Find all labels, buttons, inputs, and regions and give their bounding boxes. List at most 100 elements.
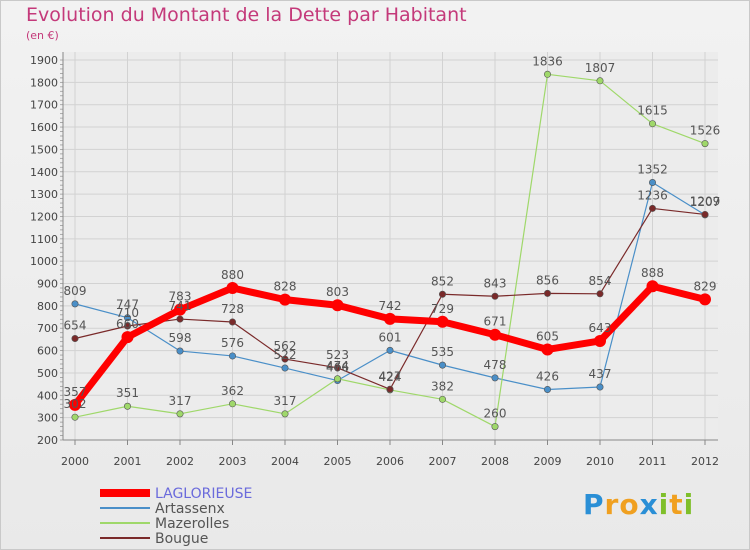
data-point-laglorieuse bbox=[174, 303, 186, 316]
logo-letter: x bbox=[639, 488, 659, 521]
data-point-mazerolles bbox=[491, 423, 499, 431]
data-label-mazerolles: 474 bbox=[326, 359, 349, 373]
data-label-artassenx: 478 bbox=[484, 358, 507, 372]
data-label-bougue: 1209 bbox=[690, 194, 721, 208]
data-point-bougue bbox=[596, 290, 604, 298]
chart-title: Evolution du Montant de la Dette par Hab… bbox=[26, 4, 467, 26]
data-label-bougue: 856 bbox=[536, 273, 559, 287]
y-tick-label: 300 bbox=[37, 412, 58, 425]
data-label-laglorieuse: 660 bbox=[116, 317, 139, 331]
x-tick-label: 2010 bbox=[586, 455, 614, 468]
data-label-laglorieuse: 671 bbox=[484, 315, 507, 329]
data-label-mazerolles: 424 bbox=[379, 370, 402, 384]
data-point-laglorieuse bbox=[226, 282, 239, 294]
x-tick-label: 2012 bbox=[691, 455, 719, 468]
proxiti-logo: Proxiti bbox=[583, 488, 694, 521]
data-point-mazerolles bbox=[543, 70, 551, 78]
data-point-artassenx bbox=[281, 364, 289, 372]
data-point-artassenx bbox=[648, 178, 656, 186]
y-tick-label: 1200 bbox=[30, 210, 58, 223]
data-point-artassenx bbox=[386, 346, 394, 354]
data-label-bougue: 427 bbox=[379, 369, 402, 383]
y-tick-label: 900 bbox=[37, 278, 58, 291]
data-point-laglorieuse bbox=[121, 331, 134, 344]
data-point-mazerolles bbox=[438, 395, 446, 403]
data-label-laglorieuse: 828 bbox=[274, 280, 297, 294]
x-tick-label: 2008 bbox=[481, 455, 509, 468]
data-label-laglorieuse: 888 bbox=[641, 266, 664, 280]
data-point-bougue bbox=[176, 315, 184, 323]
y-tick-label: 1600 bbox=[30, 121, 58, 134]
data-point-artassenx bbox=[596, 383, 604, 391]
logo-letter: P bbox=[583, 488, 605, 521]
data-label-bougue: 843 bbox=[484, 276, 507, 290]
x-tick-label: 2000 bbox=[61, 455, 89, 468]
data-point-artassenx bbox=[543, 385, 551, 393]
data-label-artassenx: 522 bbox=[274, 348, 297, 362]
data-label-laglorieuse: 742 bbox=[379, 299, 402, 313]
data-label-bougue: 728 bbox=[221, 302, 244, 316]
data-point-laglorieuse bbox=[541, 343, 554, 356]
data-point-laglorieuse bbox=[699, 293, 711, 306]
data-label-artassenx: 1207 bbox=[690, 195, 721, 209]
data-point-laglorieuse bbox=[594, 334, 606, 347]
data-point-artassenx bbox=[438, 361, 446, 369]
data-point-bougue bbox=[491, 292, 499, 300]
data-point-laglorieuse bbox=[489, 328, 501, 341]
y-tick-label: 1400 bbox=[30, 166, 58, 179]
x-tick-label: 2007 bbox=[429, 455, 457, 468]
x-tick-label: 2009 bbox=[534, 455, 562, 468]
y-tick-label: 1100 bbox=[30, 233, 58, 246]
data-point-laglorieuse bbox=[436, 315, 449, 328]
data-label-mazerolles: 362 bbox=[221, 384, 244, 398]
logo-letter: t bbox=[669, 488, 684, 521]
data-label-artassenx: 1352 bbox=[637, 162, 668, 176]
x-tick-label: 2001 bbox=[114, 455, 142, 468]
logo-letter: o bbox=[619, 488, 640, 521]
data-label-laglorieuse: 783 bbox=[169, 290, 192, 304]
x-tick-label: 2004 bbox=[271, 455, 299, 468]
data-label-artassenx: 598 bbox=[169, 331, 192, 345]
data-point-mazerolles bbox=[701, 140, 709, 148]
data-point-laglorieuse bbox=[69, 398, 81, 411]
data-label-laglorieuse: 357 bbox=[64, 385, 87, 399]
data-label-artassenx: 576 bbox=[221, 336, 244, 350]
data-label-artassenx: 426 bbox=[536, 369, 559, 383]
data-label-mazerolles: 382 bbox=[431, 379, 454, 393]
data-label-bougue: 852 bbox=[431, 274, 454, 288]
data-point-artassenx bbox=[491, 374, 499, 382]
y-tick-label: 700 bbox=[37, 322, 58, 335]
data-label-artassenx: 535 bbox=[431, 345, 454, 359]
data-point-bougue bbox=[229, 318, 237, 326]
data-point-artassenx bbox=[71, 300, 79, 308]
data-point-artassenx bbox=[124, 314, 132, 322]
data-point-mazerolles bbox=[229, 400, 237, 408]
data-point-laglorieuse bbox=[384, 312, 396, 325]
data-point-bougue bbox=[124, 322, 132, 330]
data-point-bougue bbox=[543, 289, 551, 297]
data-label-bougue: 854 bbox=[589, 274, 612, 288]
data-label-laglorieuse: 729 bbox=[431, 302, 454, 316]
y-tick-label: 500 bbox=[37, 367, 58, 380]
data-point-mazerolles bbox=[281, 410, 289, 418]
logo-letter: i bbox=[683, 488, 695, 521]
x-tick-label: 2006 bbox=[376, 455, 404, 468]
x-tick-label: 2011 bbox=[639, 455, 667, 468]
data-point-artassenx bbox=[176, 347, 184, 355]
data-label-bougue: 654 bbox=[64, 319, 87, 333]
data-point-mazerolles bbox=[124, 402, 132, 410]
data-point-mazerolles bbox=[71, 413, 79, 421]
data-label-mazerolles: 351 bbox=[116, 386, 139, 400]
chart-subtitle: (en €) bbox=[26, 29, 59, 42]
data-point-bougue bbox=[386, 385, 394, 393]
data-point-bougue bbox=[281, 355, 289, 363]
y-tick-label: 800 bbox=[37, 300, 58, 313]
data-point-mazerolles bbox=[648, 120, 656, 128]
data-label-laglorieuse: 880 bbox=[221, 268, 244, 282]
data-label-mazerolles: 317 bbox=[169, 394, 192, 408]
data-point-laglorieuse bbox=[646, 280, 659, 293]
data-label-bougue: 1236 bbox=[637, 188, 668, 202]
y-tick-label: 1700 bbox=[30, 99, 58, 112]
y-tick-label: 400 bbox=[37, 389, 58, 402]
